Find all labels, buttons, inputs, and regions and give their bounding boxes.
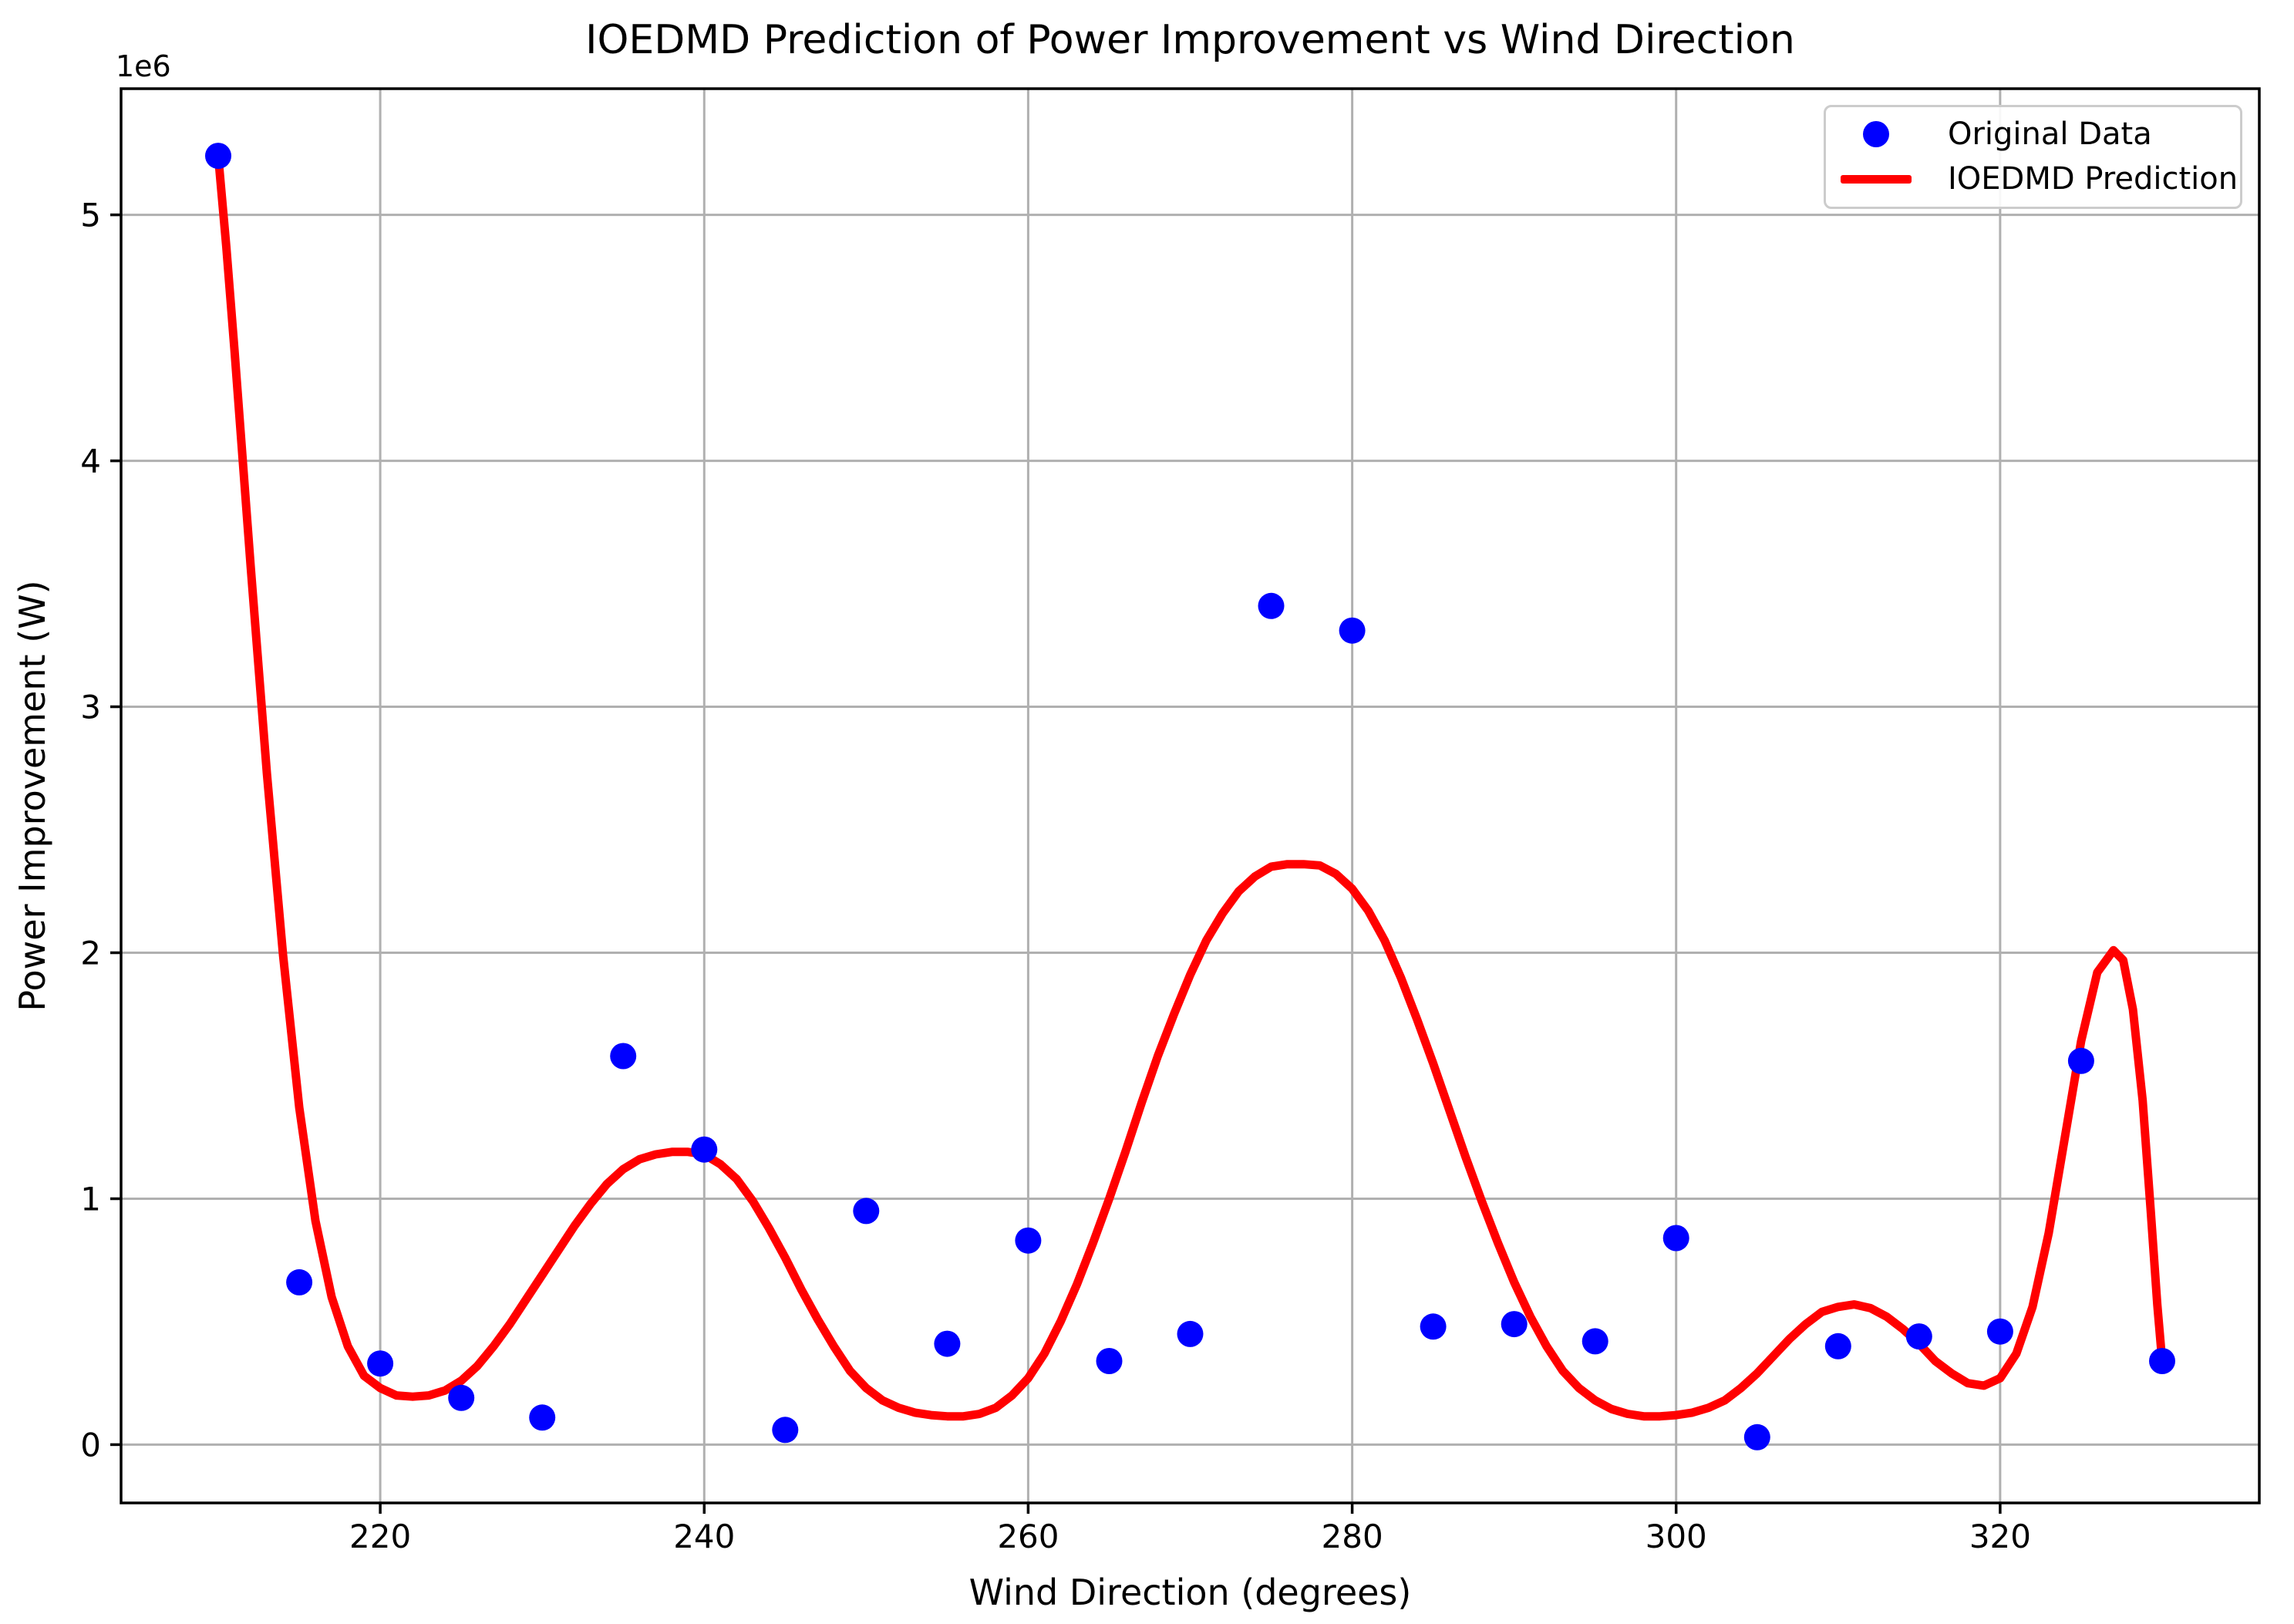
data-point [1420, 1313, 1447, 1340]
data-point [205, 143, 231, 170]
y-tick-label: 3 [80, 689, 101, 726]
data-point [691, 1136, 718, 1163]
legend-label: IOEDMD Prediction [1948, 161, 2238, 197]
x-tick-label: 220 [349, 1518, 411, 1555]
legend: Original Data IOEDMD Prediction [1824, 105, 2242, 209]
data-point [1177, 1320, 1204, 1347]
x-tick-label: 280 [1322, 1518, 1383, 1555]
y-tick-label: 5 [80, 197, 101, 234]
y-axis-label: Power Improvement (W) [12, 580, 53, 1012]
data-point [2149, 1348, 2175, 1374]
line-marker-icon [1841, 174, 1912, 184]
data-point [1258, 592, 1285, 619]
legend-label: Original Data [1948, 116, 2152, 152]
data-point [286, 1269, 313, 1295]
y-tick-label: 0 [80, 1426, 101, 1464]
legend-entry-ioedmd-prediction: IOEDMD Prediction [1826, 157, 2240, 201]
data-point [1501, 1311, 1528, 1338]
data-point [1339, 617, 1366, 644]
prediction-curve [214, 151, 2167, 1421]
y-axis-offset-label: 1e6 [116, 49, 171, 83]
data-point [1582, 1328, 1608, 1355]
axes-spines [120, 87, 2261, 1504]
data-point [853, 1198, 880, 1225]
data-point [610, 1043, 637, 1070]
y-tick-label: 1 [80, 1181, 101, 1218]
chart-title: IOEDMD Prediction of Power Improvement v… [585, 17, 1795, 63]
data-point [2067, 1047, 2094, 1074]
data-point [1824, 1333, 1851, 1360]
x-tick-label: 300 [1646, 1518, 1707, 1555]
legend-entry-original-data: Original Data [1826, 112, 2240, 157]
x-tick-label: 260 [997, 1518, 1059, 1555]
data-point [367, 1350, 394, 1377]
data-point [934, 1330, 961, 1357]
x-axis-label: Wind Direction (degrees) [968, 1572, 1412, 1613]
data-point [1096, 1348, 1123, 1374]
data-point [1662, 1225, 1689, 1252]
x-tick-label: 240 [673, 1518, 735, 1555]
scatter-marker-icon [1863, 121, 1889, 147]
data-point [772, 1417, 799, 1444]
y-tick-label: 4 [80, 443, 101, 480]
data-point [1015, 1227, 1042, 1254]
data-point [1743, 1424, 1770, 1450]
data-point [529, 1404, 556, 1431]
data-point [1905, 1323, 1932, 1350]
data-point [1986, 1318, 2013, 1345]
data-point [448, 1384, 475, 1411]
y-tick-label: 2 [80, 935, 101, 972]
x-tick-label: 320 [1969, 1518, 2031, 1555]
